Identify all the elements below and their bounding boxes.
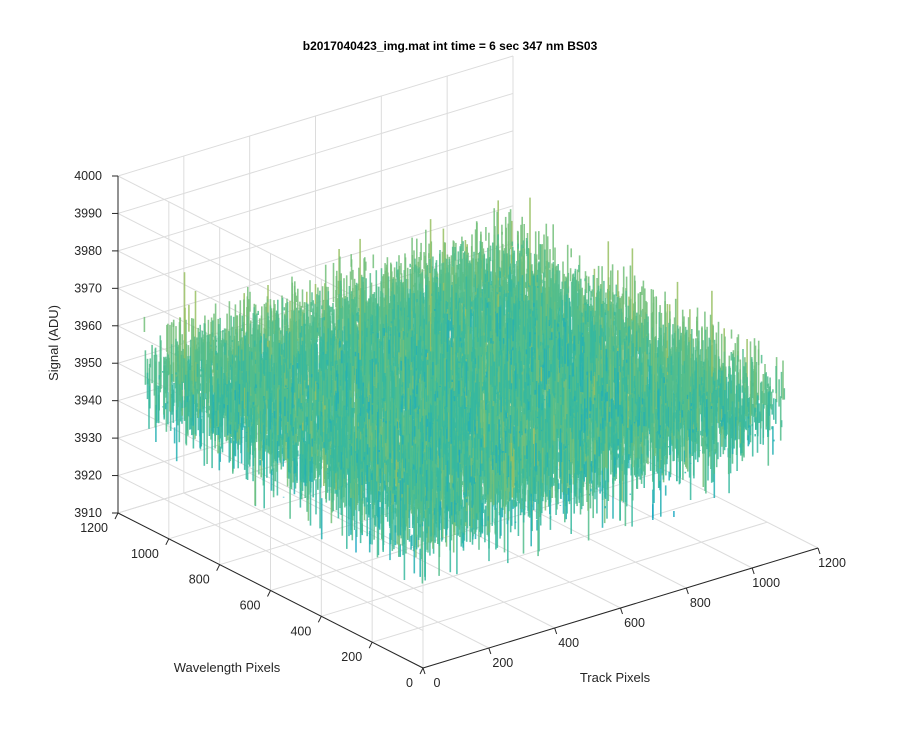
grid-line (372, 521, 768, 643)
grid-line (321, 495, 717, 617)
noise-surface (143, 197, 786, 584)
